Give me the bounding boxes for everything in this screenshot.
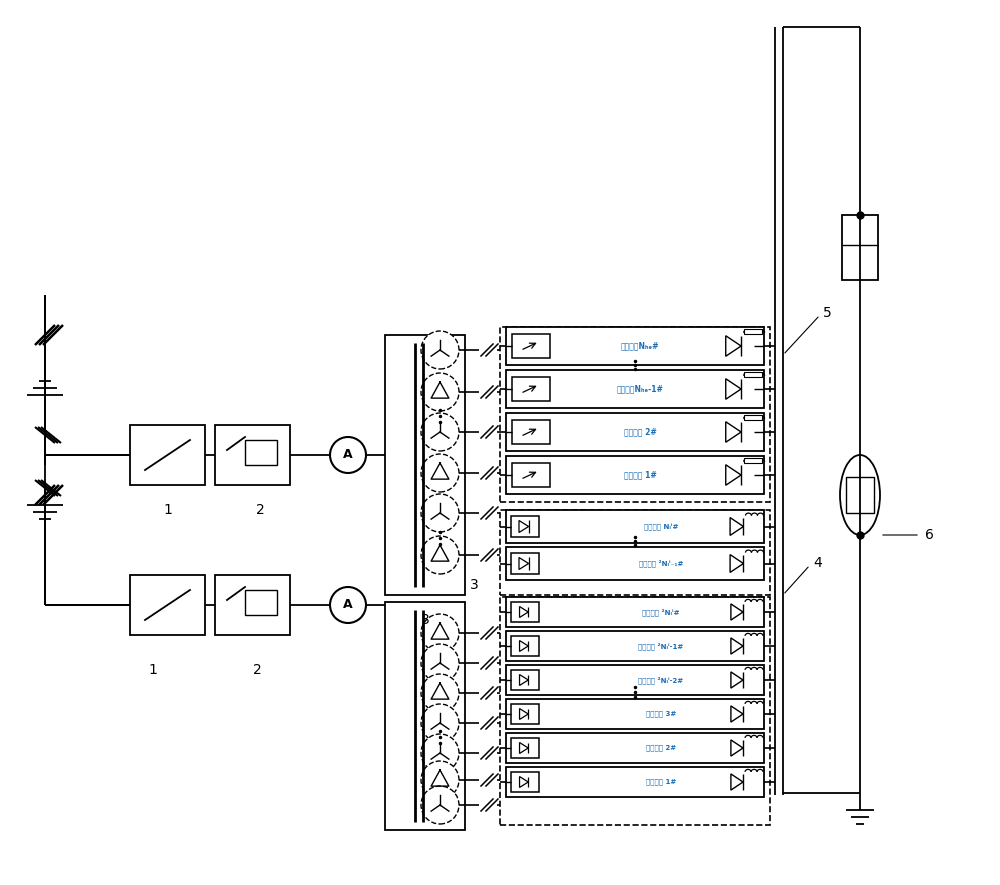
Bar — [506, 631, 764, 661]
Circle shape — [421, 454, 459, 492]
Bar — [511, 636, 539, 656]
Text: 2: 2 — [256, 503, 265, 517]
Text: 高频模块Nₕₑ#: 高频模块Nₕₑ# — [621, 342, 659, 350]
Text: 2: 2 — [253, 663, 262, 677]
Text: 低频模块 Nₗⁱ#: 低频模块 Nₗⁱ# — [644, 523, 678, 530]
Bar — [500, 510, 770, 595]
Bar — [512, 463, 550, 488]
Bar — [511, 773, 539, 792]
Text: A: A — [343, 449, 353, 461]
Circle shape — [421, 413, 459, 451]
Bar — [215, 575, 290, 635]
Circle shape — [421, 674, 459, 712]
Circle shape — [421, 536, 459, 574]
Bar — [500, 597, 770, 825]
Text: 低频模块 2#: 低频模块 2# — [646, 744, 676, 751]
Bar — [511, 670, 539, 689]
Bar — [506, 413, 764, 451]
Bar — [130, 575, 205, 635]
Circle shape — [330, 587, 366, 623]
Circle shape — [421, 761, 459, 799]
Bar — [506, 767, 764, 797]
Text: 高频模块Nₕₑ-1#: 高频模块Nₕₑ-1# — [617, 384, 664, 394]
Text: 低频模块 ²Nₗⁱ-1#: 低频模块 ²Nₗⁱ-1# — [638, 643, 683, 650]
Bar — [500, 327, 770, 502]
Circle shape — [421, 373, 459, 411]
Text: 低频模块 1#: 低频模块 1# — [646, 779, 676, 785]
Bar — [245, 590, 277, 615]
Bar — [506, 665, 764, 695]
Bar — [842, 215, 878, 280]
Bar — [506, 597, 764, 627]
Circle shape — [421, 734, 459, 772]
Text: 高频模块 1#: 高频模块 1# — [624, 471, 657, 480]
Text: 高频模块 2#: 高频模块 2# — [624, 427, 657, 436]
Text: 低频模块 ²Nₗⁱ-2#: 低频模块 ²Nₗⁱ-2# — [638, 676, 683, 684]
Text: 1: 1 — [163, 503, 172, 517]
Text: 低频模块 ²Nₗⁱ#: 低频模块 ²Nₗⁱ# — [642, 608, 680, 616]
Text: 低频模块 3#: 低频模块 3# — [646, 711, 676, 718]
Bar — [744, 328, 762, 334]
Bar — [744, 458, 762, 463]
Bar — [506, 733, 764, 763]
Bar — [245, 440, 277, 465]
Circle shape — [330, 437, 366, 473]
Bar — [506, 699, 764, 729]
Bar — [385, 335, 465, 595]
Bar — [512, 377, 550, 402]
Text: A: A — [343, 598, 353, 612]
Bar — [512, 419, 550, 444]
Circle shape — [421, 614, 459, 652]
Text: 5: 5 — [823, 306, 832, 320]
Bar — [506, 547, 764, 580]
Bar — [744, 415, 762, 419]
Circle shape — [421, 786, 459, 824]
Bar — [506, 456, 764, 494]
Bar — [511, 704, 539, 724]
Text: 低频模块 ²Nₗⁱ₋₁#: 低频模块 ²Nₗⁱ₋₁# — [639, 559, 683, 567]
Bar — [511, 603, 539, 622]
Bar — [506, 370, 764, 408]
Bar — [215, 425, 290, 485]
Bar — [511, 738, 539, 758]
Text: 6: 6 — [925, 528, 934, 542]
Bar — [506, 327, 764, 365]
Text: 3: 3 — [421, 613, 429, 627]
Bar — [385, 602, 465, 830]
Ellipse shape — [840, 455, 880, 535]
Bar — [511, 553, 539, 574]
Bar — [744, 372, 762, 377]
Bar — [512, 334, 550, 358]
Circle shape — [421, 494, 459, 532]
Text: 1: 1 — [148, 663, 157, 677]
Circle shape — [421, 704, 459, 742]
Text: 4: 4 — [813, 556, 822, 570]
Bar — [506, 510, 764, 543]
Circle shape — [421, 644, 459, 682]
Bar — [511, 516, 539, 537]
Text: 3: 3 — [470, 578, 479, 592]
Bar — [130, 425, 205, 485]
Circle shape — [421, 331, 459, 369]
Bar — [846, 477, 874, 513]
